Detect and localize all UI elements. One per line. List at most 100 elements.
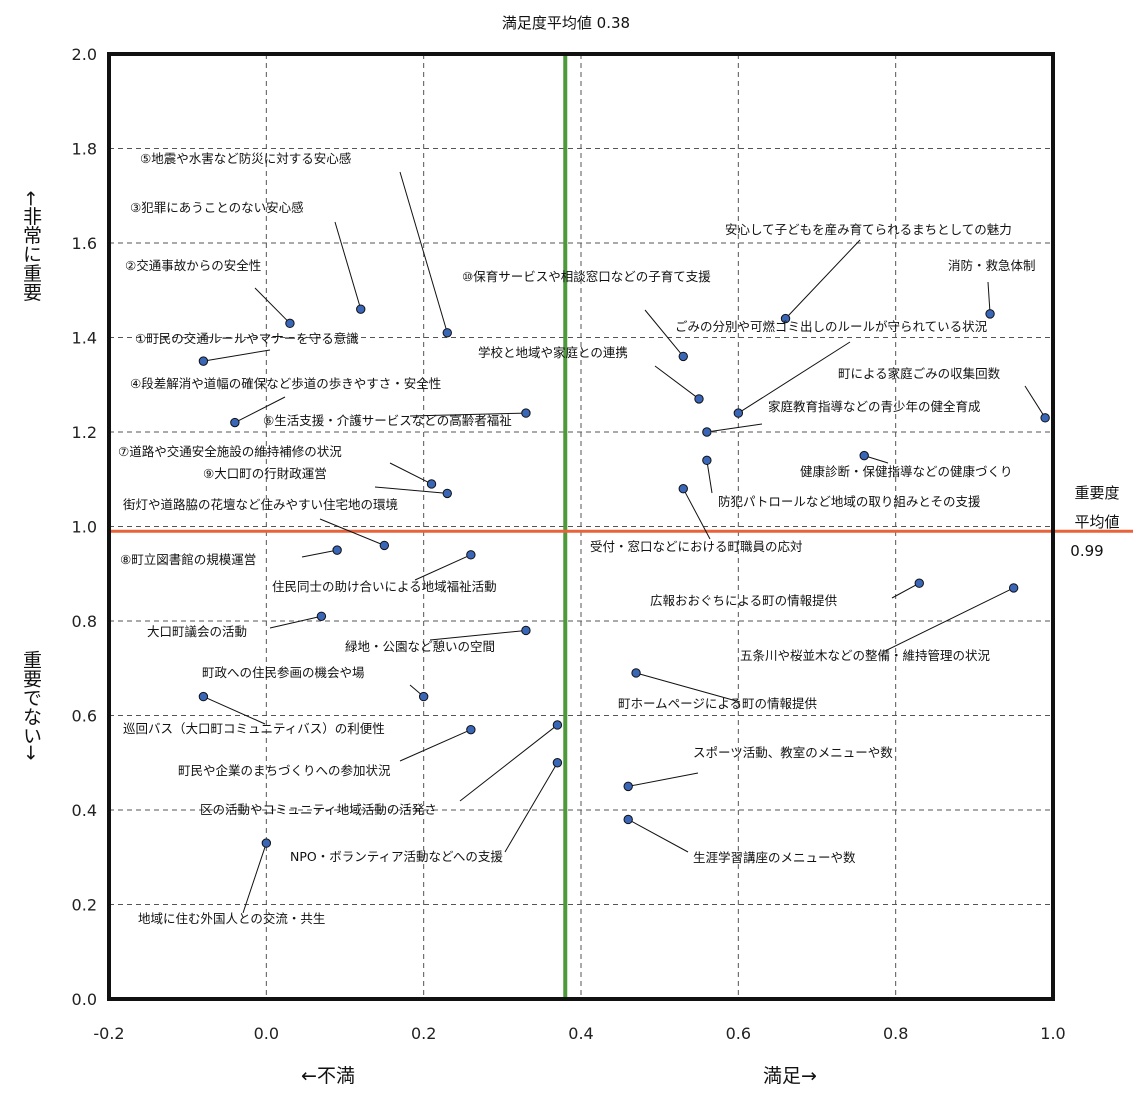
plot-frame xyxy=(107,52,1055,1001)
point-label: 緑地・公園など憩いの空間 xyxy=(345,639,495,654)
leader-line xyxy=(738,341,851,414)
reference-lines xyxy=(109,54,1133,999)
data-point xyxy=(914,578,924,588)
point-label: 町民や企業のまちづくりへの参加状況 xyxy=(178,763,391,778)
data-point xyxy=(379,540,390,551)
point-label: 町政への住民参画の機会や場 xyxy=(202,665,365,680)
y-axis-label-top: ←非常に重要 xyxy=(20,191,42,303)
leader-line xyxy=(785,239,861,319)
point-label: 受付・窓口などにおける町職員の応対 xyxy=(590,539,803,554)
data-point xyxy=(198,691,209,702)
data-point xyxy=(623,781,633,792)
x-axis-label-right: 満足→ xyxy=(763,1065,817,1087)
point-label: ⑧町立図書館の規模運営 xyxy=(120,552,256,567)
leader-line xyxy=(644,309,684,357)
data-point xyxy=(780,313,791,324)
leader-line xyxy=(242,842,267,914)
point-label: ④段差解消や道幅の確保など歩道の歩きやすさ・安全性 xyxy=(130,376,441,391)
grid-lines xyxy=(109,54,1053,999)
leader-line xyxy=(884,587,1014,652)
point-label: 安心して子どもを産み育てられるまちとしての魅力 xyxy=(725,222,1012,237)
data-point xyxy=(198,356,209,366)
leader-line xyxy=(628,772,699,787)
data-point xyxy=(1040,413,1050,423)
point-label: 広報おおぐちによる町の情報提供 xyxy=(650,593,837,608)
y-tick-label: 1.0 xyxy=(72,518,97,537)
point-label: ⑦道路や交通安全施設の維持補修の状況 xyxy=(118,444,342,459)
leader-line xyxy=(987,281,991,314)
point-label: 消防・救急体制 xyxy=(948,258,1036,273)
data-point xyxy=(261,838,272,848)
leader-line xyxy=(374,486,448,494)
point-label: 防犯パトロールなど地域の取り組みとその支援 xyxy=(718,494,981,509)
leader-line xyxy=(635,672,741,703)
x-tick-label: 0.0 xyxy=(254,1024,279,1043)
y-tick-label: 1.4 xyxy=(72,329,97,348)
y-tick-label: 0.8 xyxy=(72,612,97,631)
point-label: 五条川や桜並木などの整備・維持管理の状況 xyxy=(740,648,991,663)
importance-mean-label-line3: 0.99 xyxy=(1070,542,1103,560)
data-points xyxy=(198,304,1050,848)
data-point xyxy=(623,814,633,825)
leader-line xyxy=(334,221,362,310)
point-labels: ①町民の交通ルールやマナーを守る意識 ②交通事故からの安全性 ③犯罪にあうことのない… xyxy=(118,151,1036,926)
point-label: 町による家庭ごみの収集回数 xyxy=(838,366,1001,381)
data-point xyxy=(466,724,476,735)
leader-line xyxy=(682,488,711,540)
data-point xyxy=(678,351,688,362)
point-label: ①町民の交通ルールやマナーを守る意識 xyxy=(135,331,359,346)
y-tick-label: 2.0 xyxy=(72,45,97,64)
data-point xyxy=(521,625,531,636)
importance-mean-label-line2: 平均値 xyxy=(1074,513,1119,531)
y-tick-label: 0.0 xyxy=(72,990,97,1009)
data-point xyxy=(552,720,563,730)
leader-line xyxy=(389,462,432,485)
data-point xyxy=(552,758,563,768)
leader-line xyxy=(429,629,526,641)
point-label: 健康診断・保健指導などの健康づくり xyxy=(800,464,1013,479)
leader-line xyxy=(203,349,271,362)
leader-line xyxy=(319,518,385,546)
leader-line xyxy=(269,615,322,629)
data-point xyxy=(230,417,240,428)
point-label: 地域に住む外国人との交流・共生 xyxy=(138,911,325,926)
leader-line xyxy=(654,365,700,400)
x-tick-label: 0.2 xyxy=(411,1024,436,1043)
y-tick-label: 1.6 xyxy=(72,234,97,253)
data-point xyxy=(521,408,531,418)
leader-line xyxy=(1024,385,1046,419)
leader-line xyxy=(301,549,338,558)
satisfaction-mean-label: 満足度平均値 0.38 xyxy=(502,14,630,32)
point-label: ②交通事故からの安全性 xyxy=(125,258,261,273)
x-tick-label: 0.6 xyxy=(726,1024,751,1043)
data-point xyxy=(1008,583,1019,593)
point-label: NPO・ボランティア活動などへの支援 xyxy=(290,849,503,864)
data-point xyxy=(702,455,712,466)
y-tick-label: 0.2 xyxy=(72,896,97,915)
leader-line xyxy=(706,460,713,494)
data-point xyxy=(442,488,452,499)
point-label: 生涯学習講座のメニューや数 xyxy=(693,850,856,865)
data-point xyxy=(418,691,429,702)
point-label: ⑤地震や水害など防災に対する安心感 xyxy=(140,151,351,166)
point-label: 町ホームページによる町の情報提供 xyxy=(618,696,817,711)
point-label: スポーツ活動、教室のメニューや数 xyxy=(693,745,893,760)
data-point xyxy=(426,479,437,489)
data-point xyxy=(694,394,704,404)
point-label: ごみの分別や可燃ゴミ出しのルールが守られている状況 xyxy=(675,319,988,334)
x-tick-label: 0.8 xyxy=(883,1024,908,1043)
importance-mean-label-line1: 重要度 xyxy=(1074,484,1119,502)
point-label: ⑨大口町の行財政運営 xyxy=(203,466,327,481)
x-axis-label-left: ←不満 xyxy=(301,1065,355,1087)
data-point xyxy=(466,550,476,560)
data-point xyxy=(985,309,995,319)
data-point xyxy=(631,668,641,678)
point-label: ⑩保育サービスや相談窓口などの子育て支援 xyxy=(462,269,711,284)
y-tick-label: 1.8 xyxy=(72,140,97,159)
leader-line xyxy=(234,396,286,423)
leader-line xyxy=(399,171,448,333)
point-label: 区の活動やコミュニティ地域活動の活発さ xyxy=(200,802,437,817)
point-label: ⑥生活支援・介護サービスなどの高齢者福祉 xyxy=(263,413,512,428)
x-tick-label: 1.0 xyxy=(1040,1024,1065,1043)
